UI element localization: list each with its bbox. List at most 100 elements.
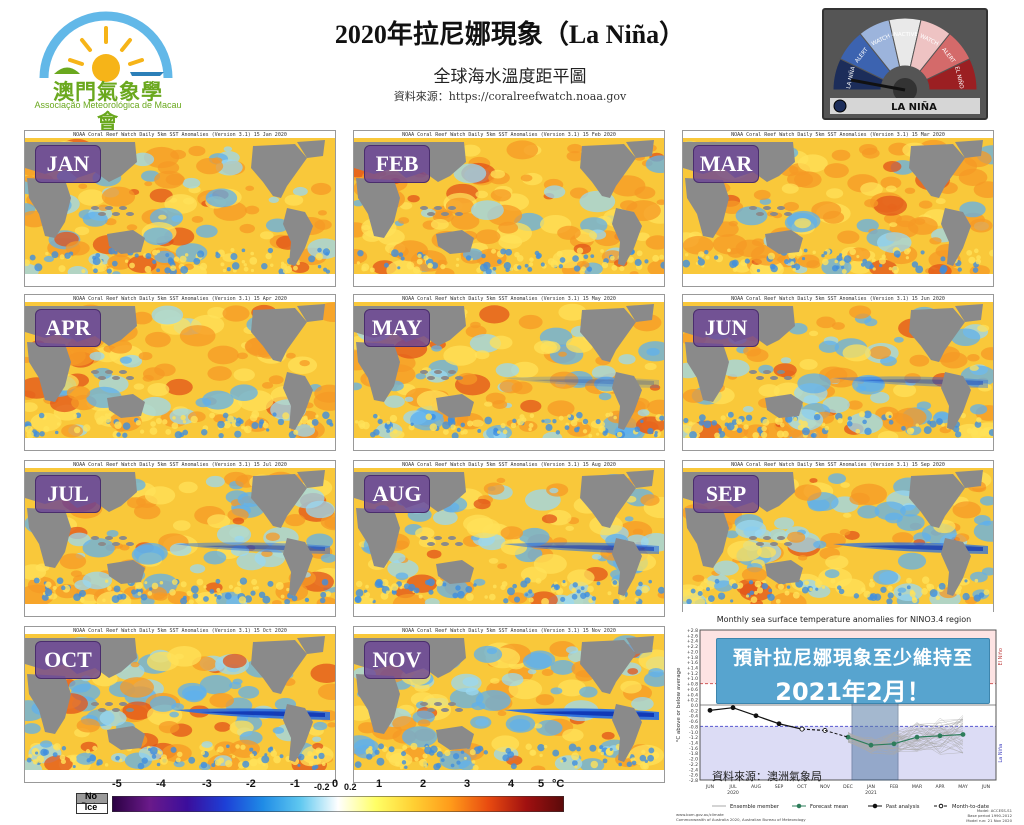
colorbar-tick: 0.2 bbox=[344, 782, 357, 792]
callout-line-2: 2021年2月！ bbox=[775, 678, 931, 706]
ensemble-member-line bbox=[847, 729, 964, 755]
forecast-mean-line bbox=[847, 733, 964, 746]
sst-map-jul: NOAA Coral Reef Watch Daily 5km SST Anom… bbox=[24, 460, 336, 617]
ensemble-member-line bbox=[847, 729, 964, 754]
y-tick-label: +0.2 bbox=[687, 698, 698, 704]
sst-anomaly-colorbar bbox=[112, 796, 564, 812]
y-tick-label: +1.8 bbox=[687, 655, 698, 661]
map-caption: NOAA Coral Reef Watch Daily 5km SST Anom… bbox=[402, 628, 616, 634]
forecast-mean-point bbox=[845, 734, 851, 740]
sst-map-may: NOAA Coral Reef Watch Daily 5km SST Anom… bbox=[353, 294, 665, 451]
chart-footer-right: Model: ACCESS-S1 bbox=[977, 808, 1013, 813]
month-label: NOV bbox=[364, 641, 430, 679]
month-label: JUN bbox=[693, 309, 759, 347]
y-tick-label: +1.0 bbox=[687, 676, 698, 682]
colorbar-tick: -2 bbox=[246, 778, 256, 790]
colorbar-tick: 4 bbox=[508, 778, 515, 790]
x-tick-label: APR bbox=[935, 784, 945, 790]
ensemble-member-line bbox=[847, 726, 964, 748]
chart-source-credit: 資料來源：澳洲氣象局 bbox=[712, 770, 822, 783]
y-tick-label: -1.2 bbox=[689, 735, 698, 741]
y-tick-label: -1.0 bbox=[689, 730, 698, 736]
chart-footer-left: Commonwealth of Australia 2020, Australi… bbox=[676, 817, 806, 822]
y-tick-label: -2.8 bbox=[689, 778, 698, 784]
y-tick-label: -1.8 bbox=[689, 751, 698, 757]
y-tick-label: +1.6 bbox=[687, 660, 698, 666]
colorbar-gradient bbox=[112, 796, 564, 812]
page-subtitle: 全球海水溫度距平圖 bbox=[433, 67, 587, 87]
ensemble-member-line bbox=[847, 720, 964, 749]
x-tick-label: DEC bbox=[843, 784, 853, 790]
month-to-date-point bbox=[822, 728, 828, 733]
map-caption: NOAA Coral Reef Watch Daily 5km SST Anom… bbox=[402, 132, 616, 138]
forecast-mean-point bbox=[868, 742, 874, 748]
y-tick-label: -1.6 bbox=[689, 746, 698, 752]
ensemble-member-line bbox=[847, 732, 964, 755]
colorbar-tick: 3 bbox=[464, 778, 471, 790]
ensemble-member-line bbox=[847, 722, 964, 753]
colorbar-tick: 5 bbox=[538, 778, 545, 790]
logo-name: 澳門氣象學會 bbox=[53, 79, 163, 134]
colorbar-tick: 0 bbox=[332, 778, 339, 790]
y-tick-label: +1.2 bbox=[687, 671, 698, 677]
x-tick-label: AUG bbox=[751, 784, 762, 790]
plot-frame bbox=[699, 629, 997, 781]
sst-anomaly-field bbox=[25, 138, 335, 284]
chart-footer-right: Model run: 21 Nov 2020 bbox=[966, 818, 1012, 822]
y-tick-label: -0.2 bbox=[689, 708, 698, 714]
gauge-status-bar bbox=[830, 98, 980, 114]
y-tick-label: +2.4 bbox=[687, 639, 698, 645]
el-nino-side-label: El Niño bbox=[998, 648, 1004, 666]
forecast-callout: 預計拉尼娜現象至少維持至 2021年2月！ bbox=[716, 638, 990, 706]
colorbar-tick: -1 bbox=[290, 778, 300, 790]
map-caption: NOAA Coral Reef Watch Daily 5km SST Anom… bbox=[731, 296, 945, 302]
map-caption: NOAA Coral Reef Watch Daily 5km SST Anom… bbox=[73, 132, 287, 138]
macau-meteorological-logo bbox=[39, 11, 173, 82]
month-label: SEP bbox=[693, 475, 759, 513]
forecast-mean-point bbox=[960, 732, 966, 737]
sst-map-aug: NOAA Coral Reef Watch Daily 5km SST Anom… bbox=[353, 460, 665, 617]
y-tick-label: -2.6 bbox=[689, 773, 698, 779]
map-caption: NOAA Coral Reef Watch Daily 5km SST Anom… bbox=[402, 296, 616, 302]
y-tick-label: -2.2 bbox=[689, 762, 698, 768]
ensemble-member-line bbox=[847, 719, 964, 752]
chart-title: Monthly sea surface temperature anomalie… bbox=[717, 615, 971, 624]
x-year-label: 2021 bbox=[865, 790, 877, 796]
y-tick-label: +0.4 bbox=[687, 692, 698, 698]
y-tick-label: +2.0 bbox=[687, 649, 698, 655]
ensemble-member-line bbox=[847, 717, 964, 748]
sst-map-feb: NOAA Coral Reef Watch Daily 5km SST Anom… bbox=[353, 130, 665, 287]
gauge-status-label: LA NIÑA bbox=[891, 100, 937, 113]
ensemble-member-line bbox=[847, 732, 964, 753]
past-analysis-point bbox=[707, 707, 713, 713]
map-caption: NOAA Coral Reef Watch Daily 5km SST Anom… bbox=[402, 462, 616, 468]
legend-label: Forecast mean bbox=[810, 804, 848, 810]
y-tick-label: -0.8 bbox=[689, 724, 698, 730]
colorbar-tick: -3 bbox=[202, 778, 212, 790]
month-label: FEB bbox=[364, 145, 430, 183]
la-nina-side-label: La Niña bbox=[998, 744, 1004, 763]
colorbar-tick: -0.2 bbox=[314, 782, 330, 792]
month-label: JAN bbox=[35, 145, 101, 183]
x-tick-label: JAN bbox=[866, 784, 875, 790]
legend-marker bbox=[872, 803, 878, 809]
map-caption: NOAA Coral Reef Watch Daily 5km SST Anom… bbox=[73, 628, 287, 634]
colorbar-tick: 1 bbox=[376, 778, 383, 790]
legend-label: Past analysis bbox=[886, 804, 920, 810]
chart-footer-right: Base period 1990-2012 bbox=[968, 813, 1013, 818]
x-tick-label: JUN bbox=[705, 784, 714, 790]
y-tick-label: 0.0 bbox=[691, 703, 698, 709]
y-tick-label: +2.6 bbox=[687, 633, 698, 639]
y-tick-label: +1.4 bbox=[687, 666, 698, 672]
past-analysis-point bbox=[753, 713, 759, 719]
colorbar-tick: 2 bbox=[420, 778, 427, 790]
month-label: JUL bbox=[35, 475, 101, 513]
month-label: OCT bbox=[35, 641, 101, 679]
map-caption: NOAA Coral Reef Watch Daily 5km SST Anom… bbox=[73, 462, 287, 468]
ensemble-member-line bbox=[847, 733, 964, 754]
legend-label: Ensemble member bbox=[730, 804, 780, 810]
legend-marker bbox=[796, 803, 802, 809]
sst-map-sep: NOAA Coral Reef Watch Daily 5km SST Anom… bbox=[682, 460, 994, 617]
map-caption: NOAA Coral Reef Watch Daily 5km SST Anom… bbox=[73, 296, 287, 302]
